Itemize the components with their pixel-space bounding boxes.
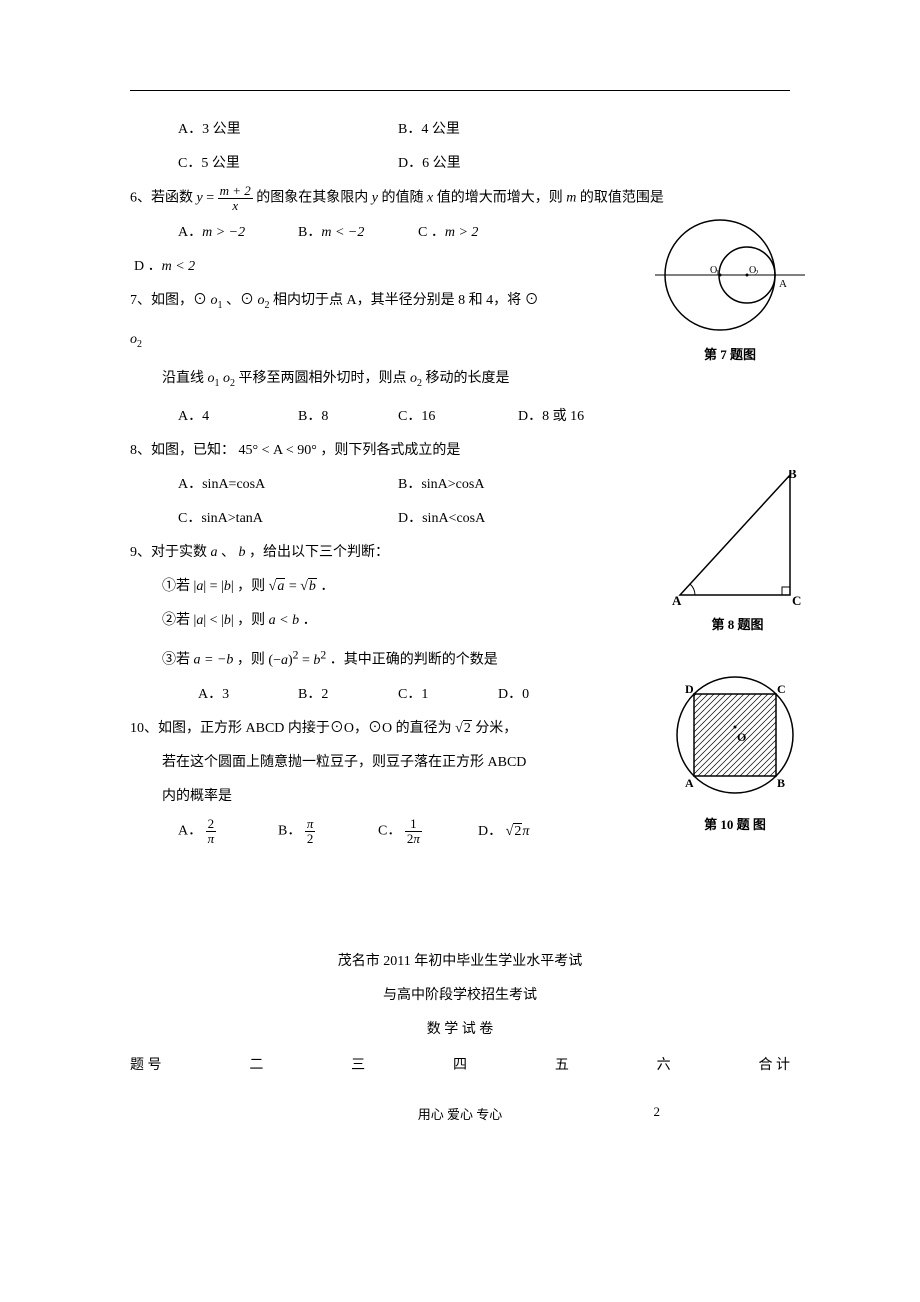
q5-opt-a: A．3 公里 [178, 116, 398, 144]
q5-row2: C．5 公里 D．6 公里 [130, 150, 790, 178]
q6-m: m [566, 191, 576, 206]
q6-txt2: 的图象在其象限内 [256, 191, 372, 206]
figure-7: O 1 O 2 A 第 7 题图 [655, 215, 805, 363]
figure-8-svg: A B C [670, 470, 805, 610]
svg-text:O: O [737, 730, 746, 744]
title-line-1: 茂名市 2011 年初中毕业生学业水平考试 [130, 948, 790, 976]
fig8-label-b: B [788, 470, 797, 481]
q6-txt4: 值的增大而增大，则 [437, 191, 567, 206]
section-header-row: 题 号 二 三 四 五 六 合 计 [130, 1054, 790, 1074]
footer-motto: 用心 爱心 专心 [418, 1107, 503, 1122]
q7-b: B．8 [298, 403, 398, 431]
q8-b: B．sinA>cosA [398, 471, 484, 499]
svg-text:A: A [779, 278, 787, 290]
title-line-3: 数 学 试 卷 [130, 1016, 790, 1044]
q6-frac: m + 2 x [218, 184, 253, 213]
page-footer: 用心 爱心 专心 2 [130, 1104, 790, 1123]
q9-b: B．2 [298, 681, 398, 709]
q8-c: C．sinA>tanA [178, 505, 398, 533]
col-3: 三 [351, 1054, 365, 1074]
sqrt-2: 2 [455, 715, 472, 743]
q6-frac-num: m + 2 [218, 184, 253, 199]
svg-text:1: 1 [716, 269, 720, 277]
q7-opts: A．4 B．8 C．16 D．8 或 16 [130, 403, 790, 431]
col-6: 六 [657, 1054, 671, 1074]
col-label: 题 号 [130, 1054, 162, 1074]
q6-frac-den: x [218, 199, 253, 213]
svg-text:D: D [685, 682, 694, 696]
q6-y2: y [372, 191, 378, 206]
figure-10-caption: 第 10 题 图 [665, 814, 805, 833]
col-total: 合 计 [758, 1054, 790, 1074]
q9-s2r: a < b [269, 613, 299, 628]
q8-stem: 8、如图，已知： 45° < A < 90° ，则下列各式成立的是 [130, 437, 790, 465]
svg-text:A: A [685, 776, 694, 790]
q8-d: D．sinA<cosA [398, 505, 485, 533]
fig8-label-a: A [672, 593, 682, 608]
q7-stem2: 沿直线 o1 o2 平移至两圆相外切时，则点 o2 移动的长度是 [130, 365, 790, 398]
q7-a: A．4 [178, 403, 298, 431]
figure-10: D C A B O 第 10 题 图 [665, 665, 805, 833]
q5-opt-c: C．5 公里 [178, 150, 398, 178]
q7-d: D．8 或 16 [518, 403, 584, 431]
q6-txt3: 的值随 [382, 191, 428, 206]
q7-c: C．16 [398, 403, 518, 431]
col-5: 五 [555, 1054, 569, 1074]
sqrt-2b: 2 [506, 818, 523, 846]
eq-sign: = [206, 191, 217, 206]
q9-d: D．0 [498, 681, 529, 709]
q6-a: A．m > −2 [178, 219, 298, 247]
q10-a: A． 2π [178, 817, 278, 846]
q10-c: C． 12π [378, 817, 478, 846]
q9-a: A．3 [198, 681, 298, 709]
svg-text:2: 2 [755, 269, 759, 277]
q5-opt-b: B．4 公里 [398, 116, 460, 144]
q10-d: D． 2π [478, 818, 529, 846]
q6-y: y [197, 191, 203, 206]
col-4: 四 [453, 1054, 467, 1074]
q8-a: A．sinA=cosA [178, 471, 398, 499]
fig8-label-c: C [792, 593, 801, 608]
page-number: 2 [654, 1104, 661, 1120]
q6-c: C ．m > 2 [418, 219, 538, 247]
figure-8: A B C 第 8 题图 [670, 470, 805, 633]
q6-txt5: 的取值范围是 [580, 191, 664, 206]
title-line-2: 与高中阶段学校招生考试 [130, 982, 790, 1010]
q6-txt1: 6、若函数 [130, 191, 197, 206]
figure-7-svg: O 1 O 2 A [655, 215, 805, 340]
sqrt-a: a [269, 573, 286, 601]
q6-stem: 6、若函数 y = m + 2 x 的图象在其象限内 y 的值随 x 值的增大而… [130, 184, 790, 213]
q5-opt-d: D．6 公里 [398, 150, 461, 178]
figure-7-caption: 第 7 题图 [655, 344, 805, 363]
figure-10-svg: D C A B O [665, 665, 805, 810]
top-rule [130, 90, 790, 91]
svg-text:B: B [777, 776, 785, 790]
figure-8-caption: 第 8 题图 [670, 614, 805, 633]
q6-b: B．m < −2 [298, 219, 418, 247]
q9-c: C．1 [398, 681, 498, 709]
svg-text:C: C [777, 682, 786, 696]
col-2: 二 [249, 1054, 263, 1074]
q5-row1: A．3 公里 B．4 公里 [130, 116, 790, 144]
q6-x2: x [427, 191, 433, 206]
sqrt-b: b [300, 573, 317, 601]
q8-ineq: 45° < A < 90° [239, 443, 317, 458]
q10-b: B． π2 [278, 817, 378, 846]
